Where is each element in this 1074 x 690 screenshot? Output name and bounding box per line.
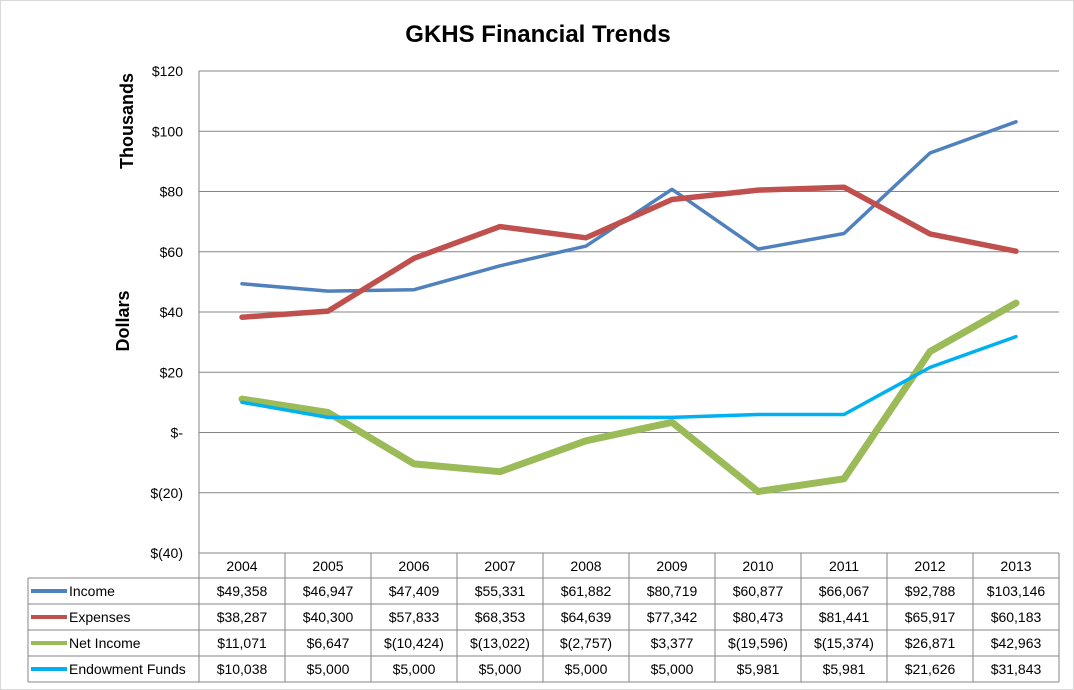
data-label: $5,981: [737, 661, 780, 677]
y-axis-ticks: $120 $100 $80 $60 $40 $20 $- $(20) $(40): [150, 63, 183, 561]
data-label: $42,963: [991, 635, 1042, 651]
data-label: $60,183: [991, 609, 1042, 625]
data-label: $66,067: [819, 583, 870, 599]
data-label: $46,947: [303, 583, 354, 599]
y-tick-label: $60: [160, 244, 184, 260]
data-label: $(10,424): [384, 635, 444, 651]
data-label: $55,331: [475, 583, 526, 599]
data-label: $77,342: [647, 609, 698, 625]
legend-entry: Expenses: [69, 609, 130, 625]
series-line-expenses: [239, 184, 1019, 320]
chart-title: GKHS Financial Trends: [405, 21, 670, 48]
data-label: $(2,757): [560, 635, 612, 651]
data-label: $3,377: [651, 635, 694, 651]
series-line-income: [240, 120, 1018, 293]
data-table: 2004 2005 2006 2007 2008 2009 2010 2011 2012 2013…: [27, 553, 1060, 683]
y-tick-label: $20: [160, 364, 184, 380]
series-lines: [238, 120, 1020, 495]
data-label: $92,788: [905, 583, 956, 599]
data-label: $5,000: [651, 661, 694, 677]
data-label: $60,877: [733, 583, 784, 599]
data-label: $61,882: [561, 583, 612, 599]
data-label: $21,626: [905, 661, 956, 677]
data-label: $80,473: [733, 609, 784, 625]
x-tick-label: 2012: [914, 558, 945, 574]
y-axis-label: Dollars: [113, 290, 133, 351]
series-line-endowment-funds: [240, 334, 1018, 420]
y-tick-label: $100: [152, 123, 183, 139]
x-tick-label: 2011: [829, 558, 859, 574]
x-tick-label: 2004: [226, 558, 257, 574]
y-tick-label: $(40): [150, 545, 183, 561]
legend-entry: Net Income: [69, 635, 141, 651]
data-label: $5,000: [479, 661, 522, 677]
data-label: $(19,596): [728, 635, 788, 651]
data-label: $10,038: [217, 661, 268, 677]
x-tick-label: 2005: [312, 558, 343, 574]
x-tick-label: 2006: [398, 558, 429, 574]
x-tick-label: 2010: [742, 558, 773, 574]
data-label: $64,639: [561, 609, 612, 625]
data-label: $26,871: [905, 635, 956, 651]
data-label: $68,353: [475, 609, 526, 625]
y-tick-label: $40: [160, 304, 184, 320]
data-label: $65,917: [905, 609, 956, 625]
y-tick-label: $120: [152, 63, 183, 79]
y-tick-label: $-: [171, 425, 184, 441]
data-label: $80,719: [647, 583, 698, 599]
data-label: $5,981: [823, 661, 866, 677]
data-label: $81,441: [819, 609, 870, 625]
x-tick-label: 2013: [1000, 558, 1031, 574]
data-label: $38,287: [217, 609, 268, 625]
y-axis-unit-label: Thousands: [117, 73, 137, 169]
data-label: $49,358: [217, 583, 268, 599]
series-line-net-income: [238, 299, 1020, 495]
data-label: $5,000: [307, 661, 350, 677]
data-label: $5,000: [565, 661, 608, 677]
data-label: $31,843: [991, 661, 1042, 677]
data-label: $(13,022): [470, 635, 530, 651]
data-label: $11,071: [217, 635, 267, 651]
y-tick-label: $80: [160, 184, 184, 200]
legend-entry: Endowment Funds: [69, 661, 186, 677]
data-label: $6,647: [307, 635, 350, 651]
data-label: $(15,374): [814, 635, 874, 651]
data-label: $5,000: [393, 661, 436, 677]
data-label: $47,409: [389, 583, 440, 599]
data-label: $40,300: [303, 609, 354, 625]
data-label: $57,833: [389, 609, 440, 625]
legend-entry: Income: [69, 583, 115, 599]
x-tick-label: 2008: [570, 558, 601, 574]
data-label: $103,146: [987, 583, 1046, 599]
x-tick-label: 2009: [656, 558, 687, 574]
y-tick-label: $(20): [150, 485, 183, 501]
x-tick-label: 2007: [484, 558, 515, 574]
